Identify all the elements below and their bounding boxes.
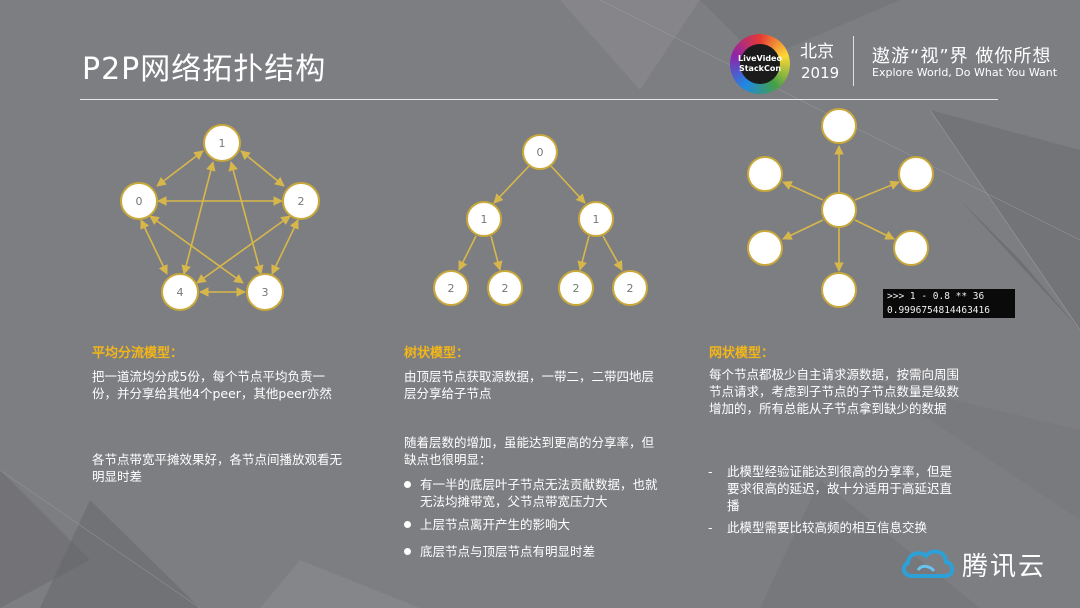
tree-bullet-1: 有一半的底层叶子节点无法贡献数据，也就无法均摊带宽，父节点带宽压力大 [404,476,660,510]
mesh-model-heading: 网状模型： [709,346,775,361]
d3-node-lower-left [747,230,783,266]
code-line-1: >>> 1 - 0.8 ** 36 [887,291,985,302]
d2-node-1a [466,201,502,237]
mesh-dash-2: - 此模型需要比较高频的相互信息交换 [708,519,962,536]
d2-node-2c [558,270,594,306]
edge-1b-2c [577,235,590,271]
d1-node-1 [203,124,241,162]
edge-1-2 [240,150,285,187]
mesh-dash-2-text: 此模型需要比较高频的相互信息交换 [727,520,928,535]
d1-label-4: 4 [177,286,184,299]
edge-0-4 [140,219,168,275]
event-year: 2019 [801,64,840,82]
tree-bullet-1-text: 有一半的底层叶子节点无法贡献数据，也就无法均摊带宽，父节点带宽压力大 [420,477,658,509]
edge-1a-2a [458,235,477,271]
d2-label-2a: 2 [448,282,455,295]
d1-label-3: 3 [262,286,269,299]
d2-label-0: 0 [537,146,544,159]
tree-bullet-2-text: 上层节点离开产生的影响大 [420,517,571,532]
d1-node-0 [120,182,158,220]
d3-node-bottom [821,272,857,308]
average-split-diagram: 1 0 2 4 3 [120,124,320,311]
d2-node-0 [522,134,558,170]
average-model-description: 把一道流均分成5份，每个节点平均负责一份，并分享给其他4个peer，其他peer… [92,369,332,401]
d3-node-center [821,192,857,228]
event-logo: LiveVideo StackCon [730,34,790,94]
d2-label-1a: 1 [481,213,488,226]
mesh-dash-1-text: 此模型经验证能达到很高的分享率，但是要求很高的延迟，故十分适用于高延迟直播 [727,464,953,513]
page-title: P2P网络拓扑结构 [82,52,327,87]
edge-c-ul [782,181,824,201]
edge-2-4 [196,215,291,284]
d2-label-1b: 1 [593,213,600,226]
bullet-dot [404,481,411,488]
tree-model-description: 由顶层节点获取源数据，一带二，二带四地层层分享给子节点 [404,369,655,401]
mesh-diagram [747,108,934,308]
edge-c-lr [854,219,895,240]
d2-label-2b: 2 [502,282,509,295]
d2-node-1b [578,201,614,237]
tree-bullet-3: 底层节点与顶层节点有明显时差 [404,543,660,560]
d2-node-2d [612,270,648,306]
edge-c-ur [854,180,900,201]
mesh-dash-1: - 此模型经验证能达到很高的分享率，但是要求很高的延迟，故十分适用于高延迟直播 [708,463,962,514]
event-logo-text: LiveVideo StackCon [738,44,782,84]
dash-marker: - [708,464,713,479]
tree-bullet-2: 上层节点离开产生的影响大 [404,516,660,533]
dash-marker: - [708,520,713,535]
d2-label-2c: 2 [573,282,580,295]
edge-1-0 [156,150,204,187]
event-city: 北京 [800,42,834,62]
tree-model-heading: 树状模型： [404,346,470,361]
d2-node-2a [433,270,469,306]
d1-label-0: 0 [136,195,143,208]
edge-0-1b [550,165,586,204]
tree-diagram: 0 1 1 2 2 2 2 [433,134,648,306]
d1-node-4 [161,273,199,311]
edge-c-ll [782,219,824,240]
tree-model-drawback-intro: 随着层数的增加，虽能达到更高的分享率，但缺点也很明显： [404,435,655,467]
bullet-dot [404,548,411,555]
tree-bullet-3-text: 底层节点与顶层节点有明显时差 [420,544,596,559]
slogan-chinese: 遨游“视”界 做你所想 [872,46,1052,67]
d1-label-2: 2 [298,195,305,208]
d1-label-1: 1 [219,137,226,150]
d3-node-upper-right [898,156,934,192]
python-snippet: >>> 1 - 0.8 ** 36 0.9996754814463416 [883,289,1015,318]
average-model-benefit: 各节点带宽平摊效果好，各节点间播放观看无明显时差 [92,452,343,484]
edge-1b-2d [602,235,623,271]
code-line-2: 0.9996754814463416 [887,305,990,316]
d3-node-upper-left [747,156,783,192]
edge-1-4 [181,161,216,275]
d1-node-2 [282,182,320,220]
mesh-model-description: 每个节点都极少自主请求源数据，按需向周围节点请求，考虑到子节点的子节点数量是级数… [709,367,960,416]
average-model-heading: 平均分流模型： [92,346,184,361]
header-divider [853,36,854,86]
header-rule [80,99,998,100]
d3-node-lower-right [893,230,929,266]
edge-0-1a [493,165,530,204]
edge-1-3 [228,161,264,275]
edge-1a-2b [490,235,503,271]
d3-node-top [821,108,857,144]
edge-2-3 [271,219,299,275]
cloud-logo-icon [901,549,955,578]
d2-node-2b [487,270,523,306]
d2-label-2d: 2 [627,282,634,295]
bullet-dot [404,521,411,528]
slogan-english: Explore World, Do What You Want [872,66,1058,79]
d1-node-3 [246,273,284,311]
brand-name: 腾讯云 [962,552,1047,582]
